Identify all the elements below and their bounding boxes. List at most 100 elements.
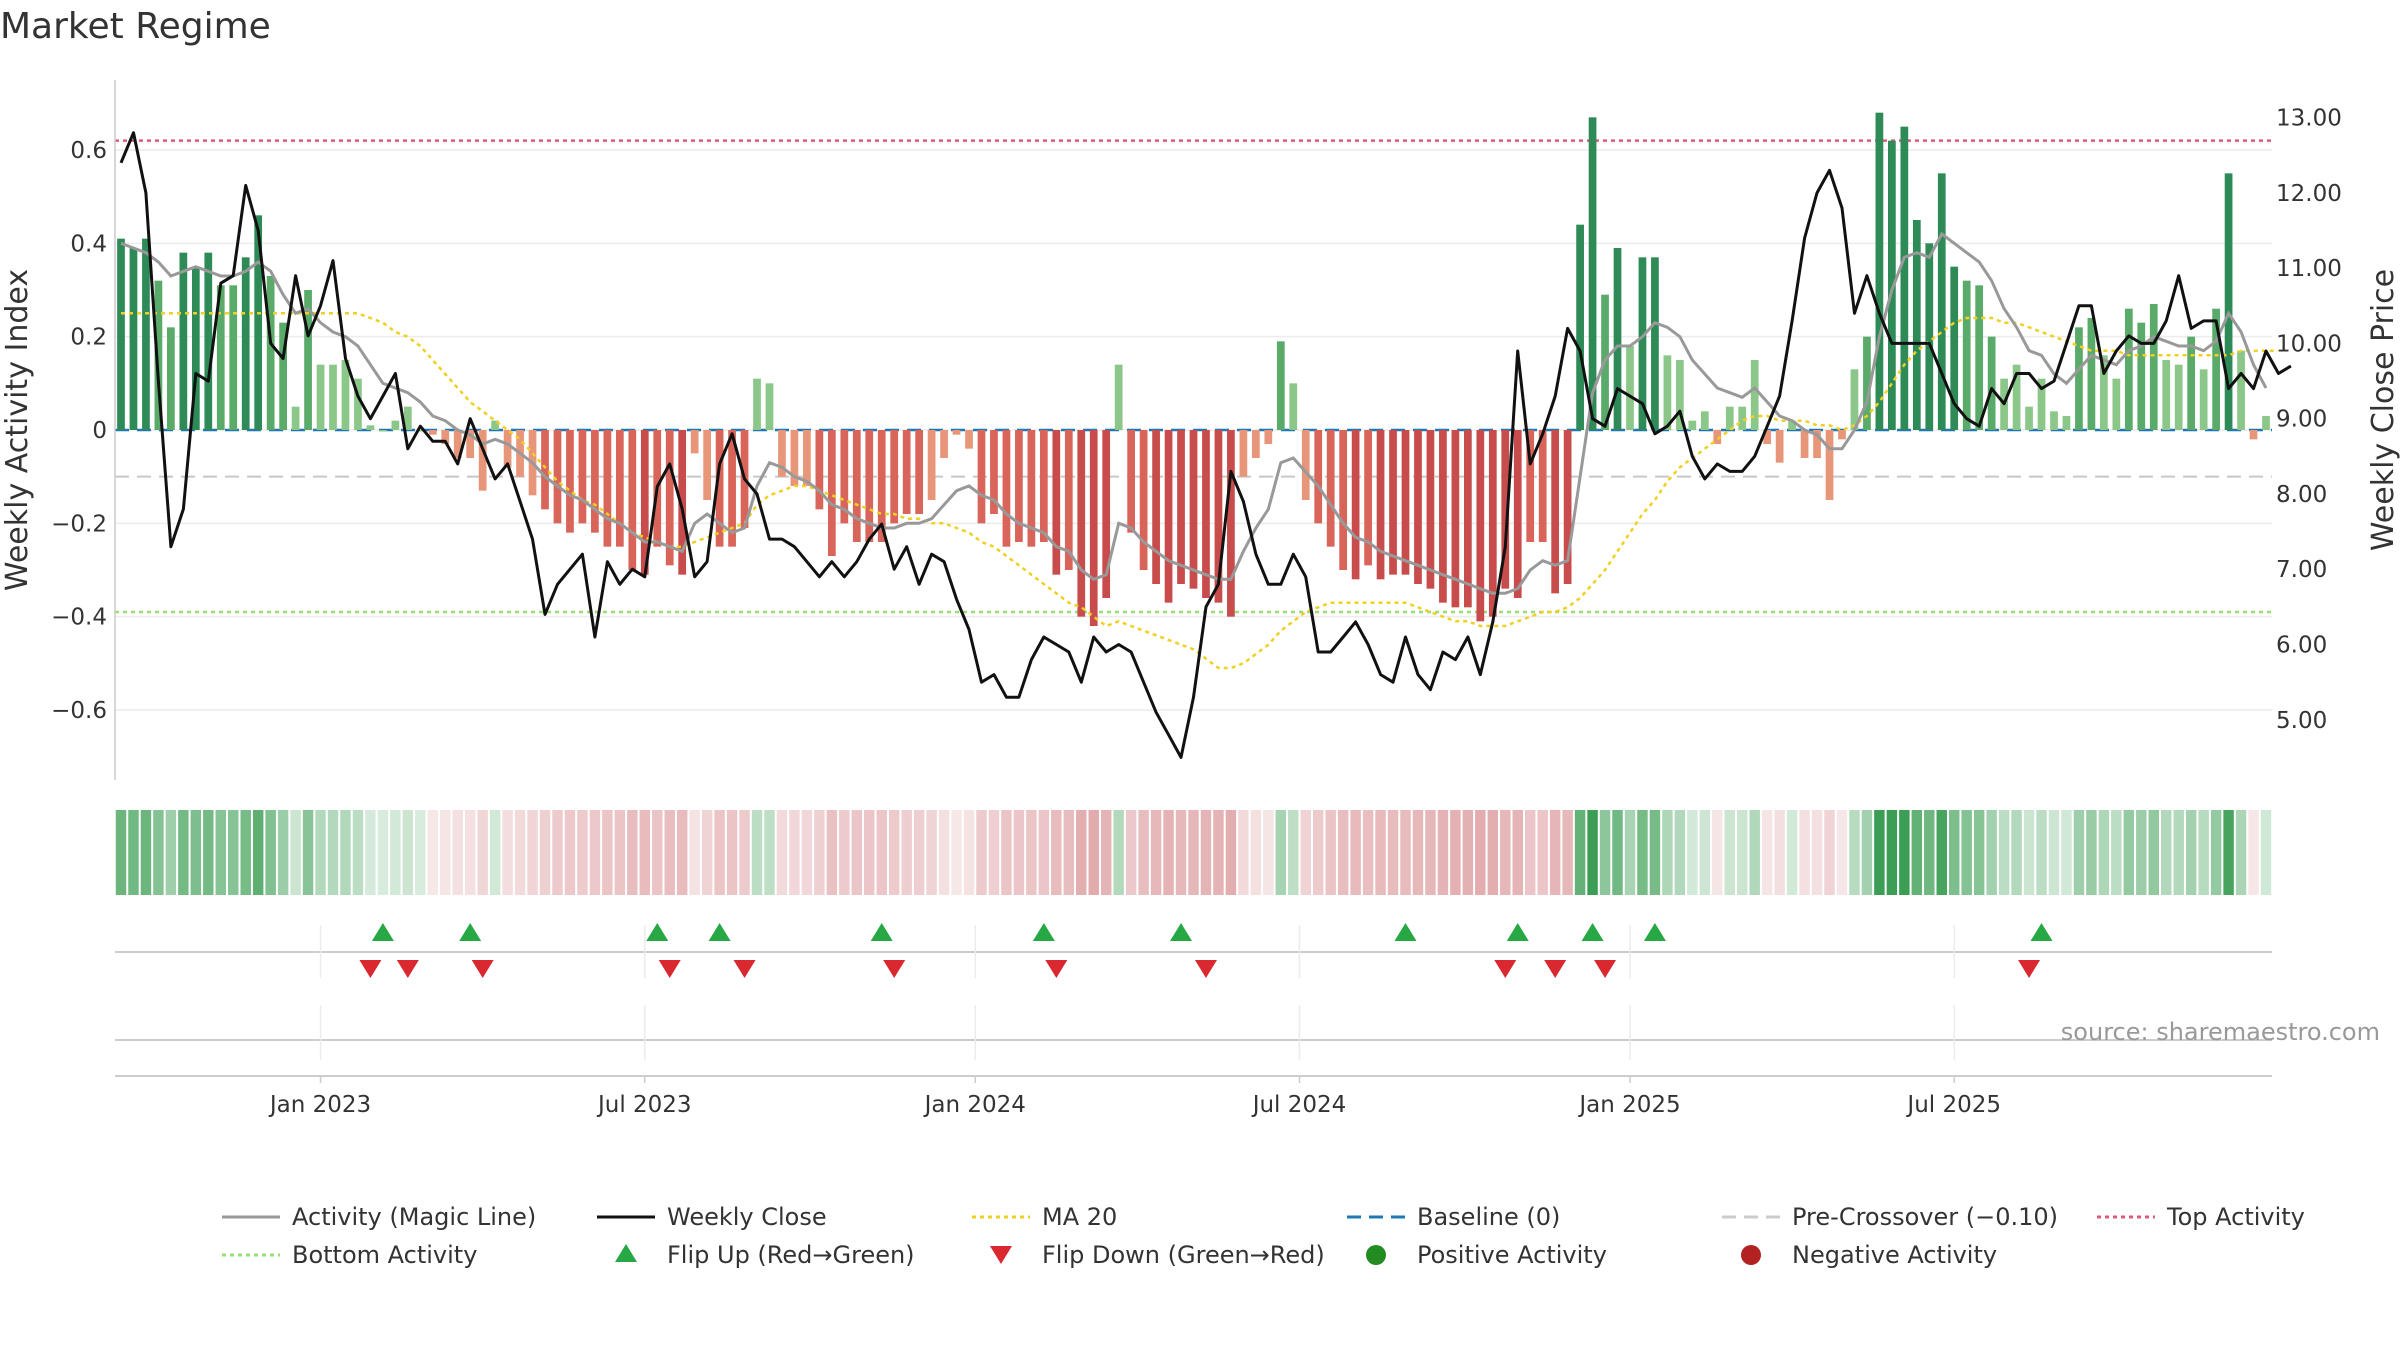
regime-band-cell xyxy=(1961,810,1972,895)
flip-up-marker xyxy=(371,923,394,941)
activity-bar xyxy=(2212,308,2220,430)
activity-bar xyxy=(2124,308,2133,430)
right-y-tick-label: 11.00 xyxy=(2276,256,2342,282)
regime-band-cell xyxy=(976,810,987,895)
activity-bar xyxy=(1488,430,1497,617)
regime-band-cell xyxy=(2160,810,2172,895)
activity-bar xyxy=(2262,416,2270,430)
regime-band-cell xyxy=(801,810,813,895)
activity-bar xyxy=(1563,430,1572,584)
activity-bar xyxy=(1389,430,1397,575)
activity-bar xyxy=(1775,430,1784,463)
regime-band-cell xyxy=(1200,810,1212,895)
regime-band-cell xyxy=(327,810,339,895)
regime-band-cell xyxy=(1038,810,1050,895)
legend-swatch xyxy=(1741,1245,1761,1265)
activity-bar xyxy=(1638,257,1647,430)
activity-bar xyxy=(191,266,200,430)
activity-bar xyxy=(1189,430,1198,589)
activity-bar xyxy=(453,430,462,458)
regime-band-cell xyxy=(477,810,488,895)
regime-band-cell xyxy=(789,810,800,895)
regime-band-cell xyxy=(1213,810,1224,895)
regime-band-cell xyxy=(2111,810,2122,895)
regime-band-cell xyxy=(913,810,925,895)
regime-band-cell xyxy=(826,810,838,895)
regime-band-cell xyxy=(1375,810,1386,895)
activity-bar xyxy=(965,430,973,449)
regime-band-cell xyxy=(1524,810,1536,895)
regime-band-cell xyxy=(1163,810,1174,895)
activity-bar xyxy=(241,257,250,430)
flip-down-marker xyxy=(1594,960,1617,978)
activity-bar xyxy=(1937,173,1946,431)
regime-band-cell xyxy=(714,810,725,895)
regime-band-cell xyxy=(1749,810,1760,895)
activity-bar xyxy=(379,430,387,432)
activity-bar xyxy=(852,430,861,542)
activity-bar xyxy=(1027,430,1036,547)
left-y-tick-label: 0.6 xyxy=(70,138,107,164)
regime-band-cell xyxy=(1899,810,1910,895)
regime-band-cell xyxy=(1387,810,1399,895)
activity-bar xyxy=(1364,430,1372,566)
regime-band-cell xyxy=(1911,810,1923,895)
regime-band-cell xyxy=(165,810,177,895)
regime-band-cell xyxy=(1500,810,1511,895)
activity-bar xyxy=(1900,126,1909,431)
activity-bar xyxy=(503,430,512,468)
regime-band-cell xyxy=(564,810,576,895)
regime-band-cell xyxy=(1475,810,1486,895)
regime-band-cell xyxy=(639,810,651,895)
activity-bar xyxy=(1813,430,1821,458)
regime-band-cell xyxy=(1562,810,1573,895)
activity-bar xyxy=(154,280,163,430)
flip-up-marker xyxy=(459,923,482,941)
flip-down-marker xyxy=(471,960,494,978)
right-y-tick-label: 8.00 xyxy=(2276,482,2327,508)
activity-bar xyxy=(1276,341,1285,430)
flip-up-marker xyxy=(1643,923,1666,941)
regime-band-cell xyxy=(115,810,127,895)
regime-band-cell xyxy=(2073,810,2085,895)
flip-down-marker xyxy=(396,960,419,978)
regime-band-cell xyxy=(1998,810,2010,895)
activity-bar xyxy=(1838,430,1846,440)
regime-band-cell xyxy=(1437,810,1449,895)
regime-band-cell xyxy=(689,810,700,895)
regime-band-cell xyxy=(876,810,887,895)
regime-band-cell xyxy=(2011,810,2022,895)
regime-band-cell xyxy=(215,810,227,895)
activity-bar xyxy=(1825,430,1834,500)
regime-band-cell xyxy=(1549,810,1561,895)
flip-up-marker xyxy=(1032,923,1055,941)
regime-band-cell xyxy=(452,810,463,895)
regime-band-cell xyxy=(1874,810,1885,895)
regime-band-cell xyxy=(1724,810,1735,895)
flip-down-marker xyxy=(1544,960,1567,978)
activity-bar xyxy=(1052,430,1061,575)
activity-bar xyxy=(940,430,948,458)
regime-band-cell xyxy=(2136,810,2147,895)
activity-bar xyxy=(803,430,811,486)
regime-band-cell xyxy=(1924,810,1935,895)
regime-band-cell xyxy=(240,810,251,895)
regime-band-cell xyxy=(1275,810,1287,895)
left-y-axis-label: Weekly Activity Index xyxy=(0,269,35,591)
activity-bar xyxy=(541,430,549,510)
regime-band-cell xyxy=(1337,810,1349,895)
legend-item-pre-crossover-0-10: Pre-Crossover (−0.10) xyxy=(1722,1203,2058,1231)
x-tick-label: Jul 2025 xyxy=(1905,1092,2001,1118)
regime-band-cell xyxy=(1462,810,1474,895)
regime-band-cell xyxy=(377,810,389,895)
activity-bar xyxy=(2199,369,2208,430)
activity-bar xyxy=(1002,430,1011,547)
regime-band-cell xyxy=(2173,810,2184,895)
source-note: source: sharemaestro.com xyxy=(2061,1018,2380,1046)
activity-bar xyxy=(1676,360,1684,430)
regime-band-cell xyxy=(1537,810,1548,895)
regime-band-cell xyxy=(1736,810,1748,895)
regime-band-cell xyxy=(1761,810,1773,895)
activity-bar xyxy=(1713,430,1722,444)
activity-bar xyxy=(2187,336,2196,430)
